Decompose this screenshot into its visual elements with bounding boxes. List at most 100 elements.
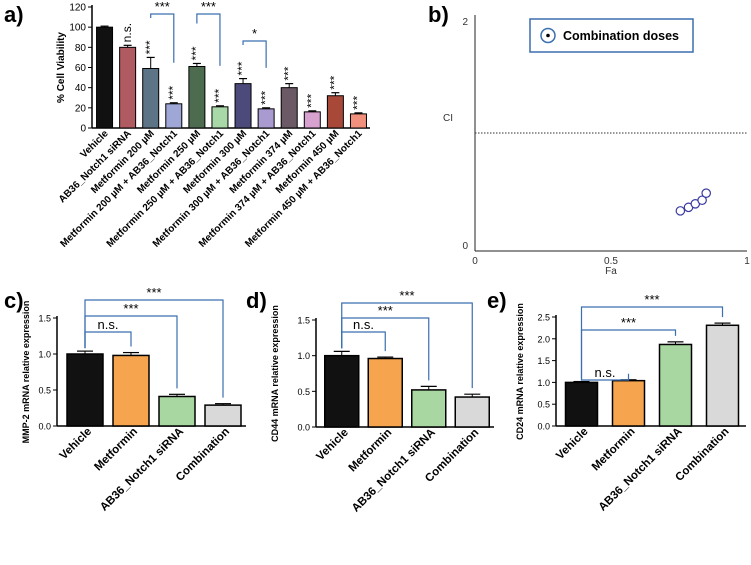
significance-bracket [150,13,175,63]
significance-label: *** [351,96,365,110]
y-tick-label: 1.0 [38,350,51,360]
y-tick-label: 1.0 [297,351,310,361]
y-tick-label: 40 [75,83,87,94]
significance-label: *** [235,61,249,75]
bracket-label: n.s. [595,365,616,380]
significance-label: *** [212,88,226,102]
bar [211,106,229,129]
bracket-label: *** [201,0,216,14]
y-axis-label: % Cell Viability [56,32,67,103]
bar [142,68,160,129]
significance-bracket [84,331,132,349]
bracket-label: *** [123,301,138,316]
legend: Combination doses [529,18,694,53]
y-tick-label: 2.0 [537,334,550,344]
y-axis-label: CI [443,113,453,124]
panel-label: a) [4,2,24,27]
x-tick-label: Metformin [590,426,638,474]
x-tick-label: AB36_Notch1 siRNA [597,426,685,514]
significance-bracket [196,13,221,66]
legend-box [529,18,694,53]
bar [326,95,344,129]
bar [349,113,367,129]
bar [280,87,298,129]
legend-marker-dot [546,33,550,38]
bar [303,111,321,129]
bar [112,354,150,427]
significance-bracket [341,331,386,352]
panel-d-chart: 0.0 0.5 1.0 1.5 CD44 mRNA relative expressio… [270,288,494,515]
x-tick-label: Metformin [347,427,395,475]
bracket-label: *** [146,285,161,300]
x-tick-label: 1 [744,256,750,267]
significance-label: *** [143,40,157,54]
bracket-label: *** [621,315,636,330]
significance-label: n.s. [120,23,134,42]
panel-label: c) [4,288,24,313]
significance-label: *** [189,46,203,60]
x-tick-label: Vehicle [554,426,591,463]
y-tick-label: 1.0 [537,378,550,388]
panel-label: b) [428,2,449,27]
bar [234,83,252,129]
y-axis-label: CD24 mRNA relative expression [515,303,525,440]
y-tick-label: 1.5 [38,314,51,324]
bar [658,343,693,427]
bracket-label: * [252,26,257,41]
panel-b-chart: 0 2 0 0.5 1 Fa CI Combination doses [443,15,750,277]
x-tick-label: Vehicle [58,426,95,463]
bracket-label: n.s. [98,317,119,332]
y-tick-label: 0.5 [297,387,310,397]
bar [611,379,646,427]
y-tick-label: 0 [80,124,86,135]
panel-label: d) [246,288,267,313]
significance-bracket [580,373,630,381]
y-tick-label: 100 [69,23,86,34]
x-tick-label: Metformin [92,426,140,474]
x-axis-label: Fa [605,266,617,277]
significance-label: *** [166,85,180,99]
y-tick-label: 0 [462,241,468,252]
y-tick-label: 60 [75,63,87,74]
y-axis-label: MMP-2 mRNA relative expression [21,301,31,444]
y-axis-label: CD44 mRNA relative expression [270,305,280,442]
bar [324,354,360,428]
bar [66,353,104,427]
y-tick-label: 0.0 [297,423,310,433]
significance-bracket [580,306,724,379]
significance-bracket [84,299,224,398]
y-tick-label: 0.0 [38,422,51,432]
y-tick-label: 120 [69,3,86,14]
bar [188,65,206,129]
bracket-label: *** [378,303,393,318]
data-point [697,195,707,206]
y-tick-label: 0.0 [537,422,550,432]
y-tick-label: 80 [75,43,87,54]
y-tick-label: 1.5 [297,316,310,326]
data-point [675,206,686,216]
significance-label: *** [304,94,318,108]
significance-bracket [242,40,267,68]
x-tick-label: 0 [472,256,478,267]
significance-bracket [341,302,473,389]
bar [119,46,137,129]
y-tick-label: 2.5 [537,313,550,323]
bar [96,26,114,129]
panel-e-chart: 0.0 0.5 1.0 1.5 2.0 2.5 CD24 mRNA relative exp… [515,292,746,514]
y-tick-label: 2 [462,17,468,28]
bracket-label: *** [644,292,659,307]
bar [158,395,196,427]
bar [204,404,242,427]
bar [454,396,490,428]
bar [705,324,740,427]
significance-label: *** [258,90,272,104]
x-tick-label: AB36_Notch1 siRNA [98,426,186,514]
x-tick-label: AB36_Notch1 siRNA [350,427,438,515]
y-tick-label: 0.5 [537,400,550,410]
x-tick-label: Vehicle [314,427,351,464]
bracket-label: n.s. [353,317,374,332]
legend-label: Combination doses [563,29,679,43]
significance-label: *** [281,66,295,80]
